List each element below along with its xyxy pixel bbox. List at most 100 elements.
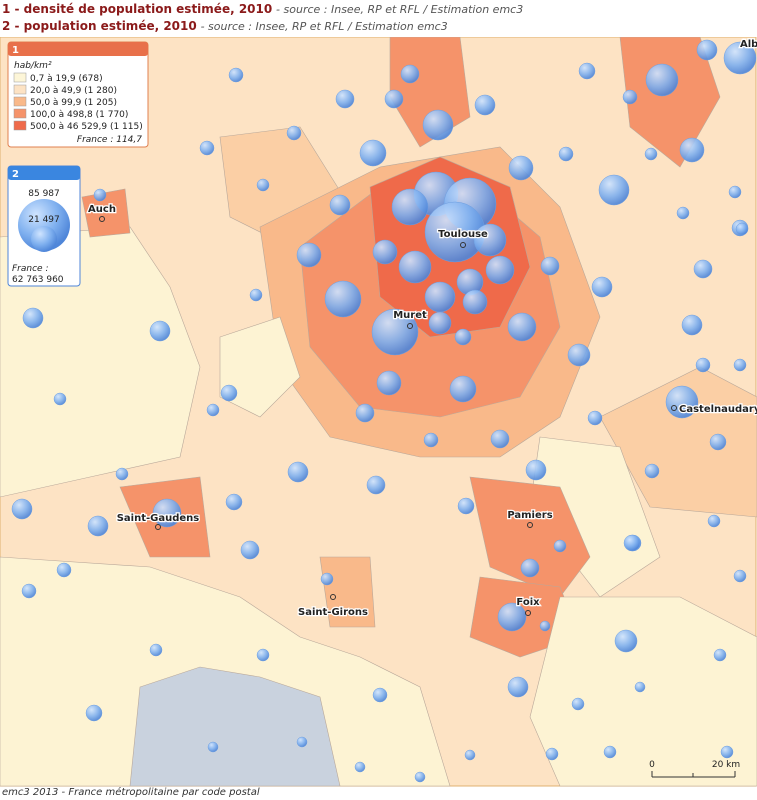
bubble [464, 749, 476, 761]
region [619, 37, 721, 168]
bubble [56, 562, 72, 578]
city-label: Muret [393, 310, 427, 321]
bubble [286, 125, 302, 141]
legend-classes: 0,7 à 19,9 (678) 20,0 à 49,9 (1 280) 50,0 … [13, 72, 143, 132]
bubble [540, 256, 560, 276]
bubble [424, 281, 456, 313]
bubble [256, 648, 270, 662]
bubble [366, 475, 386, 495]
bubble [400, 64, 420, 84]
bubble [578, 62, 596, 80]
bubble [695, 357, 711, 373]
bubble [473, 223, 507, 257]
bubble [320, 572, 334, 586]
footer: emc3 2013 - France métropolitaine par co… [2, 787, 260, 798]
bubble [329, 194, 351, 216]
legend-1: 1 hab/km² 0,7 à 19,9 (678) 20,0 à 49,9 (1… [7, 41, 149, 148]
bubble [398, 250, 432, 284]
bubble [220, 384, 238, 402]
bubble [457, 497, 475, 515]
bubble [525, 459, 547, 481]
bubble [713, 648, 727, 662]
bubble [623, 534, 641, 552]
bubble [152, 498, 182, 528]
bubble [558, 146, 574, 162]
bubble [256, 178, 270, 192]
city-dot [460, 242, 466, 248]
bubble [497, 602, 527, 632]
bubble [199, 140, 215, 156]
city-labels: Toulouse Muret Auch Saint-Gaudens Pamier… [87, 38, 757, 620]
bubble [423, 432, 439, 448]
city-dot [99, 216, 105, 222]
legend-swatch [13, 96, 27, 107]
bubble [520, 558, 540, 578]
bubble [53, 392, 67, 406]
region [81, 188, 131, 238]
bubble [149, 320, 171, 342]
bubble [296, 242, 322, 268]
bubble [354, 761, 366, 773]
region [219, 316, 301, 418]
city-label: Alb [740, 39, 757, 50]
bubble [707, 514, 721, 528]
title: 2 - population estimée, 2010 [2, 19, 197, 33]
bubble [485, 255, 515, 285]
city-label: Auch [88, 204, 116, 215]
bubble [240, 540, 260, 560]
legend-bubble [31, 226, 57, 252]
city-label: Foix [516, 597, 540, 608]
bubble [720, 745, 734, 759]
bubble [545, 747, 559, 761]
city-label: Saint-Girons [298, 607, 368, 618]
bubble [462, 289, 488, 315]
bubble [11, 498, 33, 520]
bubble [206, 403, 220, 417]
bubble [679, 137, 705, 163]
bubble [85, 704, 103, 722]
bubble [622, 89, 638, 105]
bubble [723, 41, 757, 75]
legend-2: 2 85 987 21 497 France : 62 763 960 [7, 165, 81, 287]
bubble [335, 89, 355, 109]
bubble [149, 643, 163, 657]
legend-header [8, 166, 80, 180]
legend-swatch [13, 108, 27, 119]
map: Toulouse Muret Auch Saint-Gaudens Pamier… [0, 37, 757, 787]
bubble [414, 771, 426, 783]
legend-swatch [13, 84, 27, 95]
legend-size-label: 85 987 [28, 189, 60, 199]
legend-france: 62 763 960 [12, 275, 64, 285]
bubble [507, 676, 529, 698]
legend-france: France : [12, 264, 48, 274]
legend-class-label: 50,0 à 99,9 (1 205) [30, 98, 117, 108]
city-label: Toulouse [438, 229, 488, 240]
bubble [676, 206, 690, 220]
bubble [693, 259, 713, 279]
legend-number: 1 [12, 45, 19, 56]
bubble [391, 188, 429, 226]
bubble [681, 314, 703, 336]
bubble [539, 620, 551, 632]
header-line-2: 2 - population estimée, 2010 - source : … [2, 19, 448, 33]
bubble [474, 94, 496, 116]
city-label: Castelnaudary [679, 404, 757, 415]
bubble [454, 328, 472, 346]
bubble [644, 463, 660, 479]
legend-class-label: 500,0 à 46 529,9 (1 115) [30, 122, 143, 132]
city-markers [99, 216, 677, 616]
bubble [115, 467, 129, 481]
bubble [567, 343, 591, 367]
city-dot [525, 610, 531, 616]
bubble [733, 569, 747, 583]
bubble [634, 681, 646, 693]
bubble [428, 311, 452, 335]
bubble [735, 222, 749, 236]
city-label: Pamiers [507, 510, 552, 521]
region [319, 556, 376, 628]
bubble [372, 239, 398, 265]
legend-header [8, 42, 148, 56]
bubble [571, 697, 585, 711]
legend-swatch [13, 72, 27, 83]
bubble [553, 539, 567, 553]
